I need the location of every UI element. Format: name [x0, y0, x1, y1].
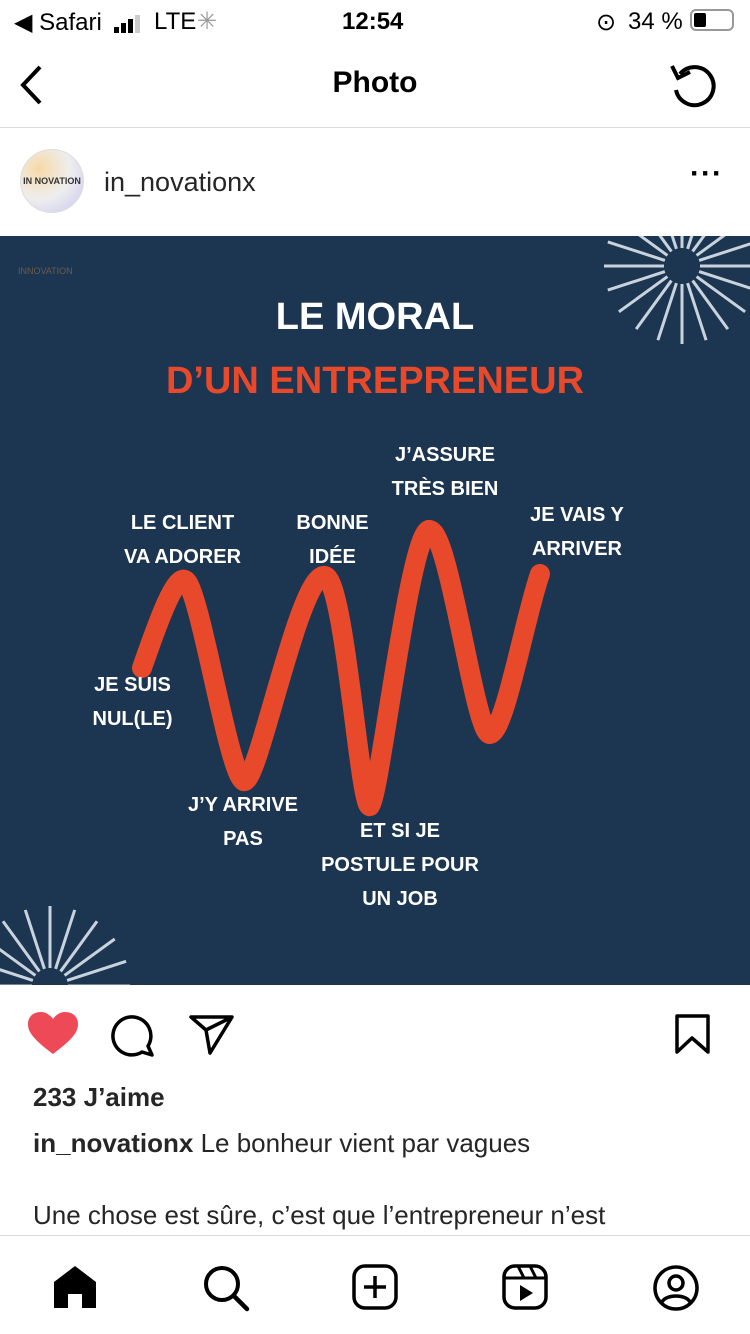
sunburst-ray — [1, 920, 41, 973]
nav-bar: Photo — [0, 42, 750, 128]
sunburst-ray — [0, 968, 34, 982]
reels-icon[interactable] — [502, 1264, 548, 1310]
image-title: LE MORAL — [275, 296, 475, 338]
sunburst-ray — [686, 282, 708, 341]
post-actions — [0, 1000, 750, 1070]
caption-continued: Une chose est sûre, c’est que l’entrepre… — [33, 1200, 606, 1230]
sunburst-ray — [63, 937, 116, 977]
sunburst-ray — [691, 236, 706, 253]
sunburst-ray — [59, 920, 99, 973]
post-header: IN NOVATION in_novationx ··· — [0, 129, 750, 235]
search-icon[interactable] — [202, 1264, 250, 1312]
sunburst-ray — [23, 909, 46, 970]
battery-icon — [690, 9, 734, 31]
sunburst-ray — [0, 947, 37, 977]
bookmark-icon[interactable] — [674, 1014, 712, 1056]
sunburst-decoration — [0, 906, 130, 985]
wave-label: ET SI JE POSTULE POUR UN JOB — [321, 820, 479, 910]
image-subtitle: D’UN ENTREPRENEUR — [165, 360, 585, 402]
home-icon[interactable] — [52, 1264, 98, 1310]
heart-icon[interactable] — [28, 1012, 78, 1056]
sunburst-ray — [698, 242, 750, 262]
rotation-lock-icon: ⊙ — [596, 9, 617, 36]
sunburst-ray — [607, 240, 666, 262]
sunburst-ray — [634, 279, 673, 330]
wave-label: BONNE IDÉE — [296, 512, 369, 568]
sunburst-ray — [695, 236, 726, 257]
sunburst-ray — [607, 270, 666, 292]
back-to-app[interactable]: ◀ Safari — [14, 9, 102, 36]
clock: 12:54 — [342, 8, 404, 35]
wave-label: LE CLIENT VA ADORER — [123, 512, 242, 568]
sunburst-ray — [656, 282, 678, 341]
sunburst-ray — [670, 236, 678, 250]
signal-icon — [114, 12, 142, 40]
caption-text: Le bonheur vient par vagues — [193, 1128, 531, 1158]
more-icon[interactable]: ··· — [690, 157, 723, 190]
sunburst-decoration — [604, 236, 750, 344]
network-label: LTE — [154, 8, 197, 35]
likes-count[interactable]: 233 J’aime — [33, 1082, 165, 1112]
refresh-icon[interactable] — [668, 60, 718, 110]
sunburst-ray — [54, 909, 77, 970]
post-image[interactable]: INNOVATION LE MORAL D’UN ENTREPRENEUR LE… — [0, 236, 750, 985]
sunburst-ray — [66, 959, 127, 982]
wave-line — [132, 519, 550, 817]
sunburst-ray — [658, 236, 673, 253]
post-username[interactable]: in_novationx — [104, 167, 256, 197]
sunburst-ray — [698, 270, 750, 290]
profile-icon[interactable] — [652, 1264, 700, 1312]
comment-icon[interactable] — [108, 1012, 156, 1058]
wave-label: JE SUIS NUL(LE) — [92, 674, 173, 730]
sunburst-ray — [686, 236, 694, 250]
share-icon[interactable] — [188, 1014, 236, 1056]
avatar[interactable]: IN NOVATION — [20, 149, 84, 213]
status-bar: ◀ Safari LTE ✳ 12:54 ⊙ 34 % — [0, 0, 750, 42]
sunburst-ray — [638, 236, 669, 257]
caption: in_novationx Le bonheur vient par vagues — [33, 1128, 530, 1159]
sunburst-ray — [618, 275, 669, 314]
wave-label: J’ASSURE TRÈS BIEN — [391, 444, 499, 500]
tab-bar — [0, 1235, 750, 1334]
loading-icon: ✳ — [197, 8, 218, 35]
add-icon[interactable] — [352, 1264, 398, 1310]
back-icon[interactable] — [18, 64, 44, 106]
battery-percent: 34 % — [628, 8, 683, 35]
caption-username[interactable]: in_novationx — [33, 1128, 194, 1158]
page-title: Photo — [332, 66, 418, 99]
wave-label: JE VAIS Y ARRIVER — [530, 504, 624, 560]
sunburst-ray — [691, 279, 730, 330]
wave-label: J’Y ARRIVE PAS — [187, 794, 299, 850]
sunburst-ray — [695, 275, 746, 314]
image-logo: INNOVATION — [18, 266, 73, 276]
